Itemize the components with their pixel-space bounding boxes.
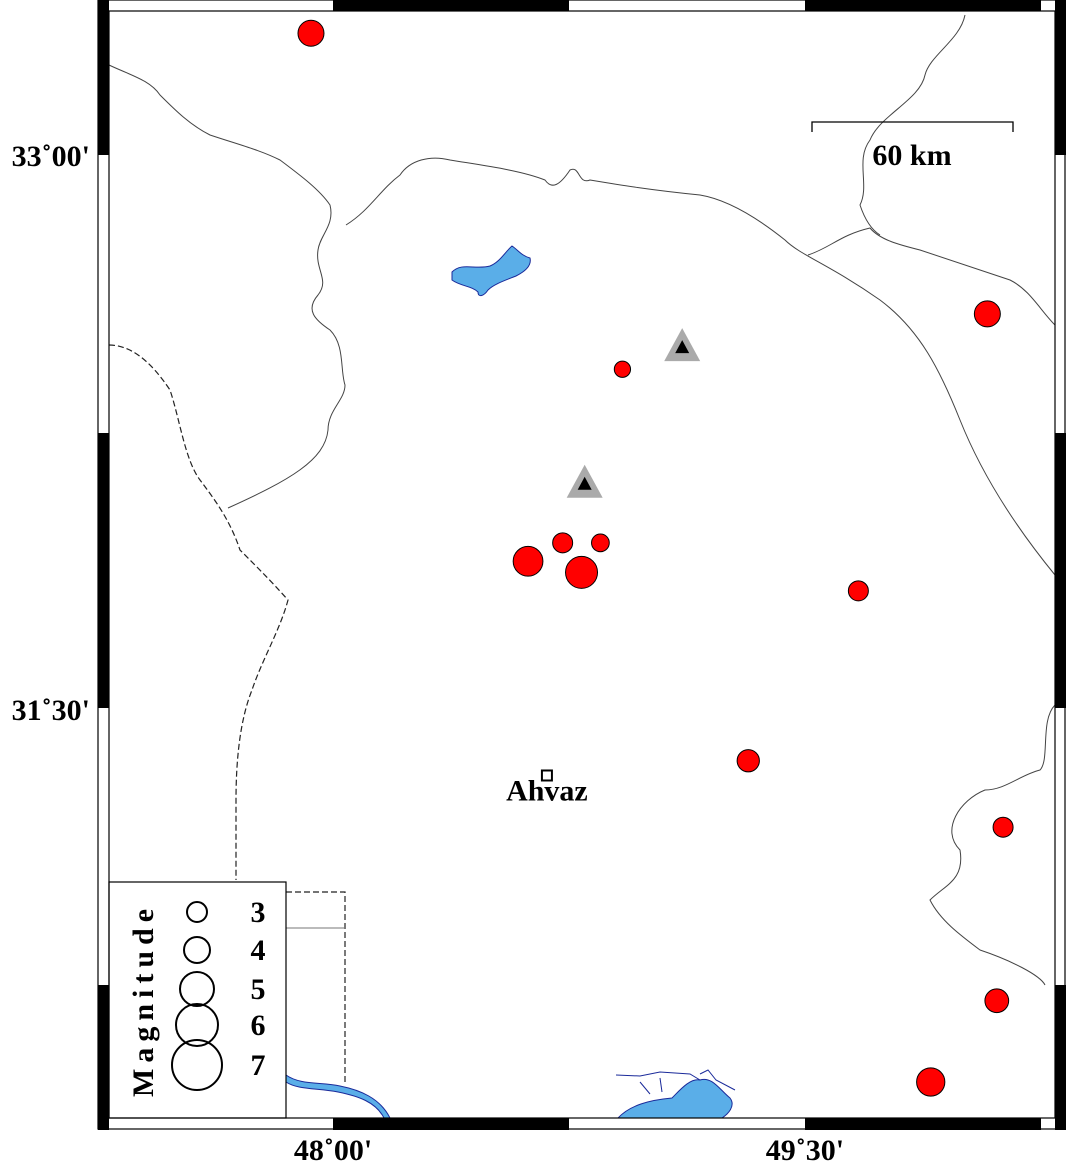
- frame-bar: [333, 1118, 569, 1130]
- reservoir-lake: [451, 245, 531, 297]
- earthquake-event: [973, 300, 1001, 328]
- earthquake-event: [992, 816, 1014, 838]
- frame-bar: [98, 433, 109, 708]
- latitude-label: 33˚00': [12, 140, 90, 173]
- frame-bar: [1055, 433, 1066, 708]
- province-boundary-north: [108, 64, 346, 509]
- frame-bar: [98, 0, 109, 155]
- province-boundary-upper: [345, 157, 1056, 576]
- frame-bar: [333, 0, 569, 11]
- province-boundary-ne: [859, 14, 966, 236]
- legend-label: 6: [251, 1009, 266, 1042]
- latitude-label: 31˚30': [12, 694, 90, 727]
- legend-circle-icon: [183, 936, 211, 964]
- coastal-wetland: [616, 1078, 733, 1119]
- earthquake-event: [552, 532, 574, 554]
- earthquake-event: [916, 1067, 946, 1097]
- legend-circle-icon: [186, 901, 208, 923]
- earthquake-event: [297, 19, 325, 47]
- earthquake-event: [591, 533, 610, 553]
- seismic-stations: [566, 328, 701, 498]
- earthquake-event: [565, 555, 599, 589]
- river-karun: [285, 1074, 391, 1119]
- legend-label: 3: [251, 896, 266, 929]
- earthquake-event: [847, 580, 869, 602]
- international-border: [108, 344, 346, 1085]
- station-core-icon: [577, 476, 592, 490]
- cities: Ahvaz: [506, 769, 588, 807]
- scale-bar-line: [811, 121, 1014, 132]
- map-background-features: [108, 14, 1056, 1119]
- frame-bar: [1055, 0, 1066, 155]
- scale-bar-label: 60 km: [872, 139, 951, 172]
- province-boundary-east: [807, 227, 1056, 326]
- earthquake-event: [736, 749, 760, 773]
- legend-label: 5: [251, 973, 266, 1006]
- legend-circle-icon: [171, 1039, 223, 1091]
- frame-bar: [805, 0, 1041, 11]
- city-marker-icon: [540, 769, 553, 782]
- earthquake-event: [984, 988, 1010, 1014]
- frame-bar: [805, 1118, 1041, 1130]
- earthquake-event: [512, 545, 544, 577]
- longitude-label: 49˚30': [766, 1134, 844, 1167]
- province-boundary-se: [929, 704, 1056, 986]
- earthquake-events: [297, 19, 1014, 1097]
- frame-bar: [98, 985, 109, 1130]
- axis-labels: 48˚00' 49˚30' 33˚00' 31˚30': [12, 140, 844, 1167]
- longitude-label: 48˚00': [294, 1134, 372, 1167]
- city-label: Ahvaz: [506, 774, 588, 807]
- legend-label: 7: [251, 1049, 266, 1082]
- legend-title: Magnitude: [127, 903, 160, 1097]
- frame-bar: [1055, 985, 1066, 1130]
- station-core-icon: [675, 340, 690, 354]
- scale-bar: 60 km: [811, 121, 1014, 172]
- earthquake-event: [613, 360, 632, 378]
- legend-label: 4: [251, 934, 266, 967]
- legend-circle-icon: [179, 971, 215, 1007]
- legend-circle-icon: [175, 1003, 219, 1047]
- map-frame: [97, 0, 1066, 1130]
- magnitude-legend: Magnitude 3 4 56 7: [108, 881, 287, 1119]
- coastal-channels: [615, 1069, 736, 1095]
